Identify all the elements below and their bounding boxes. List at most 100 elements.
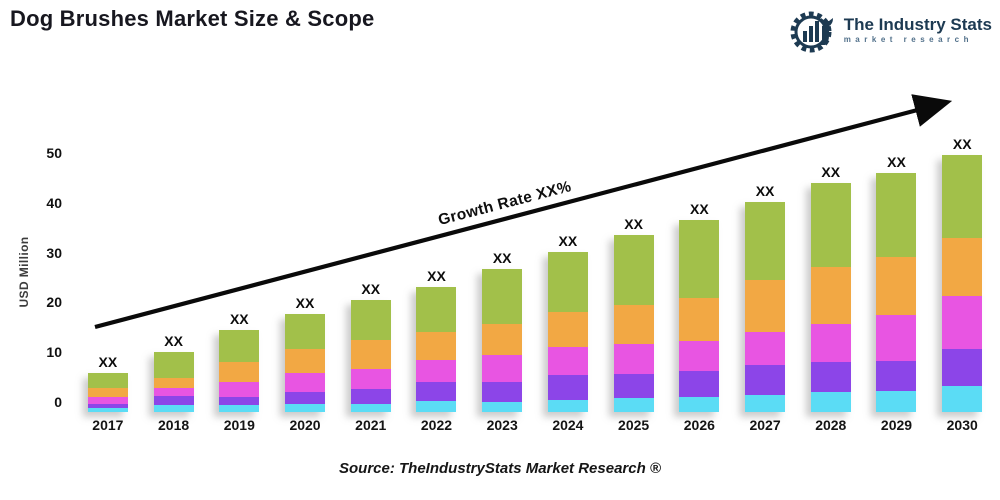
x-tick-2019: 2019 [223,417,255,433]
bar-2023-segment-1-cyan [482,401,523,412]
y-axis-label: USD Million [17,236,31,308]
bar-column-2030: XX [929,100,995,412]
bar-value-label-2019: XX [229,311,249,327]
bar-2029-segment-2-purple [876,361,917,391]
bar-2020-segment-2-purple [285,392,326,404]
bar-column-2024: XX [535,100,601,412]
y-tick-30: 30 [46,244,62,261]
bar-2027-segment-3-magenta [745,331,786,365]
y-tick-10: 10 [46,344,62,361]
bar-value-label-2022: XX [427,267,446,284]
bar-2025-segment-3-magenta [613,343,654,374]
bar-2025-segment-5-green [613,234,654,305]
bar-2030 [942,155,983,412]
brand-logo: The Industry Stats market research [789,6,992,54]
x-tick-2017: 2017 [92,417,124,433]
bar-2030-segment-3-magenta [942,296,983,349]
bar-2018 [153,352,194,412]
bar-2028 [810,182,851,412]
bar-2024-segment-4-orange [547,312,588,347]
bar-2028-segment-2-purple [810,362,851,392]
bar-2026-segment-2-purple [679,371,720,397]
bar-2017-segment-2-purple [87,403,128,408]
x-tick-2030: 2030 [946,417,978,433]
bar-2018-segment-3-magenta [153,387,194,396]
bar-2018-segment-5-green [153,352,194,378]
bar-2022-segment-5-green [416,286,457,332]
bar-2030-segment-2-purple [942,348,983,386]
bar-2024-segment-2-purple [547,375,588,400]
x-tick-2020: 2020 [289,417,321,433]
bar-2024 [547,252,588,412]
bar-2030-segment-4-orange [942,237,983,296]
bar-2029-segment-3-magenta [876,314,917,361]
bar-2017-segment-3-magenta [87,397,128,404]
gear-wrench-chart-icon [790,11,833,53]
bar-2026-segment-1-cyan [679,396,720,412]
bar-value-label-2020: XX [295,294,315,311]
bar-2028-segment-1-cyan [810,392,851,412]
bar-value-label-2029: XX [887,153,906,170]
bar-2022-segment-1-cyan [416,401,457,412]
plot-area: XX XX XX XX XX XX XX XX XX XX XX XX XX XX [75,100,995,412]
bar-column-2023: XX [469,100,535,412]
bar-2018-segment-1-cyan [153,404,194,412]
bar-2021-segment-4-orange [350,339,391,369]
bar-2027-segment-5-green [745,201,786,280]
bar-value-label-2026: XX [689,201,709,217]
y-tick-50: 50 [46,145,62,161]
x-tick-2024: 2024 [552,417,584,433]
bar-column-2021: XX [338,100,404,412]
bar-2029-segment-5-green [876,172,917,257]
bar-2019-segment-4-orange [219,362,260,382]
bar-2018-segment-2-purple [153,396,194,405]
x-tick-2027: 2027 [749,417,781,433]
bar-column-2027: XX [732,100,798,412]
bar-2021-segment-2-purple [350,388,391,404]
bar-2023-segment-3-magenta [482,354,523,382]
bar-2018-segment-4-orange [153,378,194,388]
bar-column-2025: XX [601,100,667,412]
bar-2021 [350,300,391,412]
bar-column-2022: XX [404,100,470,412]
bar-2029-segment-4-orange [876,257,917,315]
bar-2020-segment-1-cyan [285,403,326,412]
bar-column-2029: XX [864,100,930,412]
bar-column-2020: XX [272,100,338,412]
source-attribution: Source: TheIndustryStats Market Research… [339,460,661,477]
bar-2026-segment-4-orange [679,297,720,341]
bar-2024-segment-5-green [547,252,588,312]
bar-2023-segment-4-orange [482,323,523,355]
bar-2017 [87,373,128,412]
bar-value-label-2027: XX [755,182,775,199]
bar-value-label-2017: XX [98,354,118,370]
bar-2025-segment-1-cyan [613,398,654,412]
bar-2028-segment-4-orange [810,267,851,324]
bar-value-label-2021: XX [361,281,381,297]
bar-2017-segment-4-orange [87,388,128,397]
bar-2025 [613,234,654,412]
bar-2020 [285,313,326,412]
bar-2027-segment-4-orange [745,280,786,332]
bar-column-2019: XX [206,100,272,412]
bar-2026-segment-3-magenta [679,341,720,371]
bar-2027-segment-1-cyan [745,395,786,412]
bar-2030-segment-1-cyan [942,386,983,412]
bar-2030-segment-5-green [942,155,983,238]
bar-2021-segment-1-cyan [350,403,391,412]
bar-value-label-2030: XX [952,136,972,152]
bar-2020-segment-5-green [285,313,326,349]
bar-2020-segment-3-magenta [285,372,326,392]
bar-2026-segment-5-green [679,220,720,298]
bar-2029-segment-1-cyan [876,390,917,412]
x-tick-2025: 2025 [618,417,650,433]
page-title: Dog Brushes Market Size & Scope [10,6,375,31]
bar-2019-segment-5-green [219,330,260,362]
bar-value-label-2018: XX [164,333,183,349]
x-axis-labels: 2017 2018 2019 2020 2021 2022 2023 2024 2025 2026… [75,417,995,433]
bar-2023-segment-5-green [482,268,523,324]
bar-value-label-2025: XX [624,215,643,232]
bar-value-label-2028: XX [821,163,841,180]
bar-2022 [416,286,457,412]
